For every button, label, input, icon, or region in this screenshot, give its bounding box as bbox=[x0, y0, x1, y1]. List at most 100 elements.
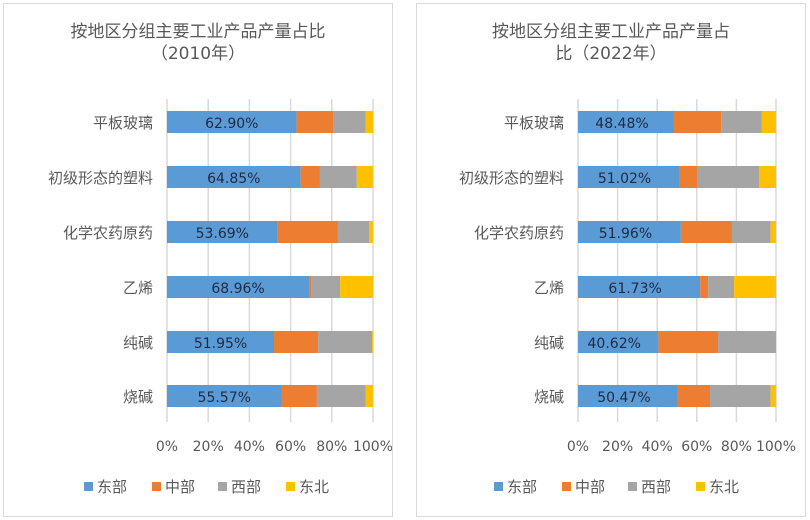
bar-segment-东部 bbox=[578, 385, 678, 407]
bar-segment-东部 bbox=[578, 221, 681, 243]
category-label: 平板玻璃 bbox=[504, 114, 564, 132]
bar-segment-东部 bbox=[578, 111, 674, 133]
bar-segment-东北 bbox=[340, 276, 374, 298]
chart-panel-2022: 按地区分组主要工业产品产量占 比（2022年） 0% 20% 40% 60% 80% 100%… bbox=[416, 3, 806, 517]
bar-segment-东部 bbox=[578, 331, 659, 353]
bar-segment-西部 bbox=[333, 111, 366, 133]
bar-segment-西部 bbox=[697, 166, 760, 188]
legend-swatch bbox=[562, 482, 571, 491]
bar-segment-东部 bbox=[167, 111, 297, 133]
bar-segment-西部 bbox=[337, 221, 370, 243]
data-label: 61.73% bbox=[608, 281, 661, 297]
chart-title-line: 按地区分组主要工业产品产量占比 bbox=[71, 22, 326, 42]
legend-label: 中部 bbox=[165, 478, 195, 496]
category-label: 纯碱 bbox=[534, 334, 564, 352]
bar-segment-西部 bbox=[318, 331, 373, 353]
bar-segment-西部 bbox=[316, 385, 366, 407]
x-tick-label: 40% bbox=[234, 439, 265, 455]
bar-segment-东部 bbox=[167, 331, 275, 353]
x-tick-label: 0% bbox=[156, 439, 178, 455]
bar-segment-东北 bbox=[356, 166, 373, 188]
bar-segment-东部 bbox=[167, 166, 301, 188]
bar-segment-西部 bbox=[311, 276, 341, 298]
legend-swatch bbox=[494, 482, 503, 491]
legend-label: 中部 bbox=[575, 478, 605, 496]
bar-segment-中部 bbox=[277, 221, 338, 243]
legend-label: 东北 bbox=[709, 478, 739, 496]
bar-segment-西部 bbox=[710, 385, 771, 407]
data-label: 48.48% bbox=[595, 116, 648, 132]
bar-segment-东北 bbox=[372, 331, 374, 353]
chart-title-line: 按地区分组主要工业产品产量占 bbox=[492, 22, 730, 42]
data-label: 50.47% bbox=[597, 390, 650, 406]
x-tick-label: 40% bbox=[642, 439, 673, 455]
legend-swatch bbox=[696, 482, 705, 491]
data-label: 64.85% bbox=[207, 171, 260, 187]
bar-segment-西部 bbox=[721, 111, 762, 133]
x-tick-label: 100% bbox=[756, 439, 796, 455]
category-label: 烧碱 bbox=[534, 388, 564, 406]
stacked-bar-chart: 按地区分组主要工业产品产量占比（2022年） 0% 20% 40% 60% 80% 100%… bbox=[459, 22, 796, 496]
x-tick-label: 0% bbox=[567, 439, 589, 455]
bar-segment-东部 bbox=[167, 385, 282, 407]
legend-label: 西部 bbox=[641, 478, 671, 496]
legend-swatch bbox=[286, 482, 295, 491]
legend-swatch bbox=[218, 482, 227, 491]
x-tick-label: 80% bbox=[316, 439, 347, 455]
chart-panel-2010: 按地区分组主要工业产品产量占比 （2010年） 0% 20% 40% 60% 80% 100%… bbox=[3, 3, 393, 517]
bar-segment-西部 bbox=[718, 331, 777, 353]
bar-segment-中部 bbox=[658, 331, 719, 353]
bar-segment-中部 bbox=[281, 385, 317, 407]
bar-segment-东部 bbox=[167, 276, 310, 298]
legend-label: 东北 bbox=[299, 478, 329, 496]
category-label: 纯碱 bbox=[123, 334, 153, 352]
legend-label: 东部 bbox=[507, 478, 537, 496]
bar-segment-东部 bbox=[578, 276, 701, 298]
bar-segment-东北 bbox=[365, 385, 373, 407]
stacked-bar-chart: 按地区分组主要工业产品产量占比（2010年） 0% 20% 40% 60% 80% 100%… bbox=[48, 22, 392, 496]
x-tick-label: 100% bbox=[353, 439, 392, 455]
category-label: 乙烯 bbox=[534, 279, 564, 297]
bar-segment-中部 bbox=[300, 166, 320, 188]
bar-segment-中部 bbox=[673, 111, 722, 133]
data-label: 51.95% bbox=[194, 336, 247, 352]
x-tick-label: 80% bbox=[721, 439, 752, 455]
category-label: 初级形态的塑料 bbox=[459, 169, 564, 187]
data-label: 62.90% bbox=[205, 116, 258, 132]
chart-title-line: （2010年） bbox=[151, 44, 245, 64]
x-tick-label: 60% bbox=[681, 439, 712, 455]
bar-segment-东北 bbox=[770, 385, 776, 407]
x-tick-label: 60% bbox=[275, 439, 306, 455]
data-label: 51.96% bbox=[599, 226, 652, 242]
bar-segment-东部 bbox=[578, 166, 680, 188]
bar-segment-中部 bbox=[309, 276, 312, 298]
data-label: 68.96% bbox=[211, 281, 264, 297]
legend-swatch bbox=[628, 482, 637, 491]
legend-label: 西部 bbox=[231, 478, 261, 496]
bar-segment-中部 bbox=[677, 385, 711, 407]
bar-segment-中部 bbox=[296, 111, 334, 133]
bar-segment-中部 bbox=[679, 166, 698, 188]
bar-segment-中部 bbox=[700, 276, 709, 298]
data-label: 55.57% bbox=[198, 390, 251, 406]
bar-segment-东北 bbox=[770, 221, 776, 243]
legend-swatch bbox=[84, 482, 93, 491]
bar-segment-东北 bbox=[759, 166, 777, 188]
bar-segment-西部 bbox=[708, 276, 735, 298]
category-label: 化学农药原药 bbox=[474, 224, 564, 242]
category-label: 乙烯 bbox=[123, 279, 153, 297]
category-label: 平板玻璃 bbox=[93, 114, 153, 132]
category-label: 初级形态的塑料 bbox=[48, 169, 153, 187]
bar-segment-西部 bbox=[319, 166, 357, 188]
data-label: 40.62% bbox=[588, 336, 641, 352]
category-label: 化学农药原药 bbox=[63, 224, 153, 242]
x-tick-label: 20% bbox=[193, 439, 224, 455]
data-label: 53.69% bbox=[196, 226, 249, 242]
bar-segment-东部 bbox=[167, 221, 278, 243]
x-tick-label: 20% bbox=[602, 439, 633, 455]
bar-segment-中部 bbox=[680, 221, 732, 243]
bar-segment-东北 bbox=[365, 111, 373, 133]
bar-segment-东北 bbox=[761, 111, 776, 133]
bar-segment-西部 bbox=[731, 221, 771, 243]
bar-segment-东北 bbox=[734, 276, 777, 298]
